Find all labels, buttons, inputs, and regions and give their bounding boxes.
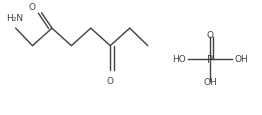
Text: OH: OH	[235, 55, 248, 64]
Text: O: O	[206, 31, 214, 40]
Text: P: P	[207, 54, 213, 64]
Text: HO: HO	[172, 55, 185, 64]
Text: OH: OH	[203, 78, 217, 86]
Text: H₂N: H₂N	[6, 13, 23, 22]
Text: O: O	[107, 77, 114, 86]
Text: O: O	[28, 3, 35, 12]
